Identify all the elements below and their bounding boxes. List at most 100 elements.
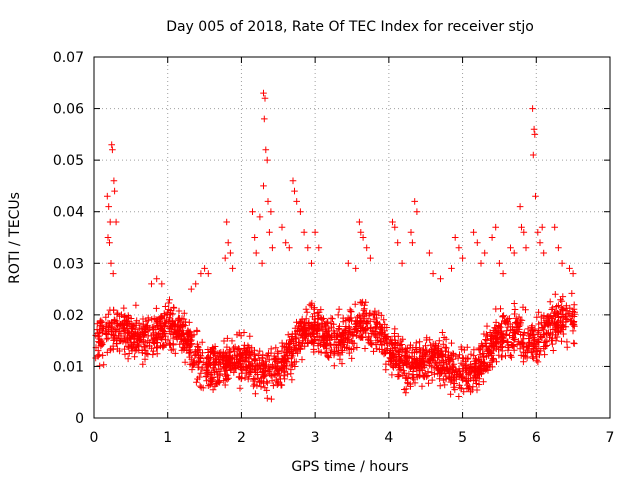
data-point [166,340,173,347]
data-point [216,359,223,366]
data-point [513,324,520,331]
y-tick-label: 0.03 [53,256,84,272]
y-tick-label: 0.04 [53,205,84,221]
data-point [302,305,310,313]
data-point [309,338,316,345]
data-point [159,343,167,351]
data-point [330,351,338,359]
data-point [432,347,439,354]
data-point [528,349,535,356]
data-point [300,229,308,236]
data-point [244,342,252,350]
data-point [120,313,128,320]
data-point [497,305,504,312]
data-point [258,260,266,267]
data-point [301,327,308,334]
data-point [217,349,225,356]
data-point [389,218,396,226]
data-point [211,360,219,368]
data-point [413,361,420,369]
data-point [563,316,571,323]
data-point [93,326,101,333]
data-point [181,309,188,317]
data-point [208,378,215,385]
data-point [124,318,132,326]
data-point [510,249,518,257]
grid [94,57,610,418]
data-point [479,342,487,349]
data-point [274,378,282,386]
data-point [549,331,556,338]
data-point [540,312,548,319]
data-point [421,373,428,380]
data-point [420,345,427,353]
data-point [447,390,454,398]
data-point [559,319,567,326]
y-tick-label: 0.07 [53,50,84,66]
y-tick-label: 0.01 [53,359,84,375]
data-point [531,325,539,333]
data-point [490,327,497,334]
data-point [247,352,254,360]
data-point [313,330,321,337]
data-point [551,223,558,231]
data-point [529,105,536,112]
x-tick-label: 7 [606,430,615,446]
y-axis-label: ROTI / TECUs [7,192,23,284]
data-point [522,244,530,252]
data-point [153,305,160,312]
data-point [281,343,288,351]
data-point [255,352,262,359]
data-point [104,234,112,241]
data-point [221,254,229,262]
data-point [328,346,335,354]
data-point [235,373,243,381]
data-point [299,340,306,347]
data-point [545,320,553,328]
data-point [475,375,483,382]
data-point [340,329,348,336]
data-point [137,336,144,344]
data-point [267,345,275,353]
data-point [530,355,537,362]
data-point [278,223,286,231]
data-point [269,361,276,369]
data-point [352,265,359,272]
data-point [346,328,354,336]
data-point [103,321,110,329]
data-point [376,320,383,328]
data-point [394,340,401,347]
data-point [536,351,543,359]
data-point [140,321,147,328]
data-point [478,358,486,365]
data-point [256,378,263,385]
data-point [445,358,452,365]
data-point [157,313,165,320]
data-point [408,353,416,361]
data-point [517,319,524,327]
data-point [236,384,244,392]
plot-frame [93,56,611,419]
data-point [209,386,217,393]
data-point [438,350,445,358]
data-point [445,375,453,382]
data-point [110,306,117,314]
data-point [509,341,517,349]
data-point [362,299,369,306]
data-point [331,362,338,370]
data-point [282,349,290,356]
data-point [153,350,161,358]
data-point [492,223,499,231]
data-point [426,249,433,257]
data-point [202,361,210,368]
data-point [109,146,116,154]
data-point [228,337,236,345]
data-point [400,352,408,359]
data-point [555,244,562,252]
data-point [496,260,503,267]
data-point [113,335,121,342]
data-point [455,244,463,252]
data-point [165,299,173,307]
data-point [229,265,236,272]
data-point [359,310,367,318]
